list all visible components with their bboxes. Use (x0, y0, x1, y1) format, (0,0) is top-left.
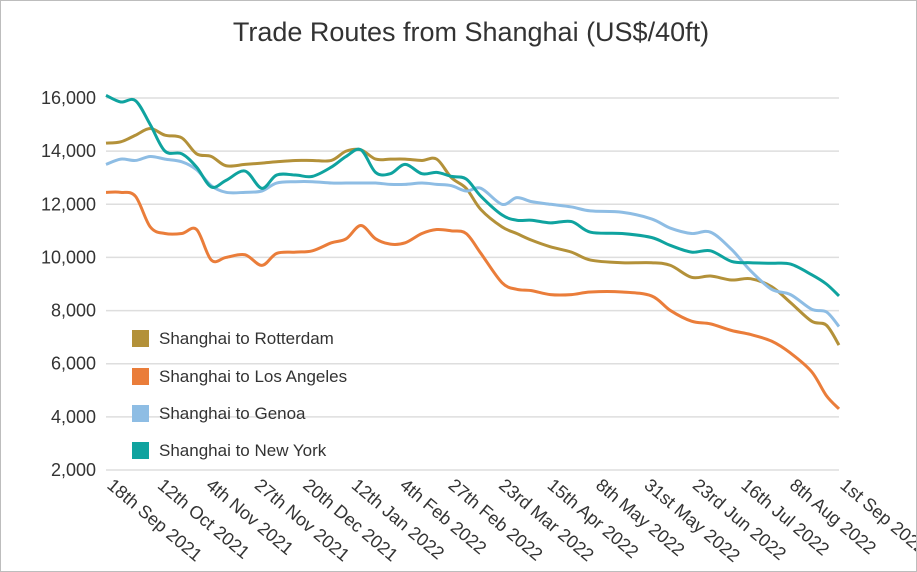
chart-title: Trade Routes from Shanghai (US$/40ft) (233, 17, 709, 47)
legend-label: Shanghai to New York (159, 441, 327, 460)
y-tick-label: 4,000 (51, 407, 96, 427)
legend-swatch (132, 405, 149, 422)
y-tick-label: 12,000 (41, 194, 96, 214)
legend-label: Shanghai to Los Angeles (159, 367, 347, 386)
legend-label: Shanghai to Rotterdam (159, 329, 334, 348)
y-tick-label: 16,000 (41, 88, 96, 108)
series-line-shanghai-to-rotterdam (105, 127, 841, 346)
legend-item: Shanghai to New York (132, 441, 327, 460)
series-line-shanghai-to-new-york (105, 93, 841, 298)
y-tick-label: 8,000 (51, 301, 96, 321)
y-tick-label: 2,000 (51, 460, 96, 480)
series-lines (105, 93, 841, 410)
legend-label: Shanghai to Genoa (159, 404, 306, 423)
legend-swatch (132, 330, 149, 347)
y-tick-label: 14,000 (41, 141, 96, 161)
legend-item: Shanghai to Rotterdam (132, 329, 334, 348)
legend-swatch (132, 368, 149, 385)
series-line-shanghai-to-los-angeles (105, 190, 841, 410)
y-tick-label: 10,000 (41, 247, 96, 267)
legend-swatch (132, 442, 149, 459)
legend-item: Shanghai to Los Angeles (132, 367, 347, 386)
y-axis-ticks: 2,000 4,000 6,000 8,000 10,000 12,000 14,000 16… (41, 88, 96, 480)
legend: Shanghai to Rotterdam Shanghai to Los Ang… (132, 329, 347, 460)
legend-item: Shanghai to Genoa (132, 404, 306, 423)
y-tick-label: 6,000 (51, 354, 96, 374)
